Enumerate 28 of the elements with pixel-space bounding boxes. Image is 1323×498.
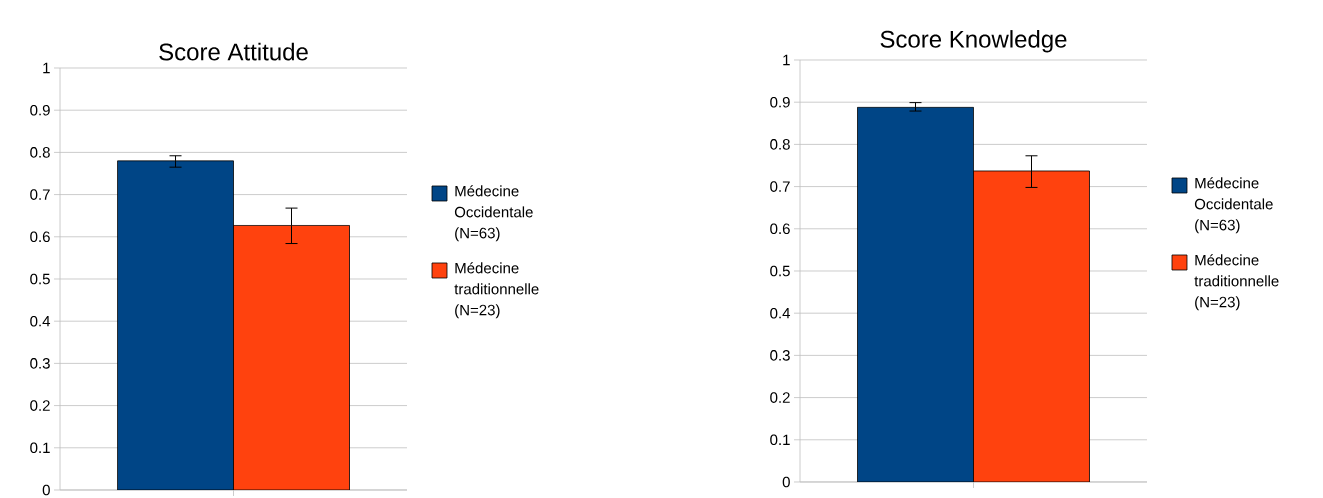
y-tick-label: 0.5 [30, 273, 50, 285]
legend-label: Médecine traditionnelle (N=23) [454, 262, 539, 319]
y-tick-label: 0 [42, 484, 50, 496]
y-tick-label: 0.9 [770, 96, 790, 108]
y-tick-label: 0.6 [770, 223, 790, 235]
y-tick-label: 0.2 [770, 392, 790, 403]
y-tick-label: 0 [782, 476, 790, 488]
y-tick-label: 0.4 [30, 315, 51, 327]
y-tick-label: 0.8 [30, 147, 50, 158]
y-tick-label: 1 [783, 54, 790, 66]
y-tick-label: 0.9 [30, 104, 50, 116]
y-tick-label: 1 [43, 62, 50, 74]
y-tick-label: 0.1 [30, 442, 50, 454]
y-tick-label: 0.3 [770, 350, 790, 361]
legend-label: Médecine Occidentale (N=63) [1194, 177, 1273, 234]
y-tick-label: 0.7 [770, 181, 790, 192]
chart-title: Score Attitude [159, 42, 308, 61]
y-tick-label: 0.2 [30, 400, 50, 411]
y-tick-label: 0.7 [30, 189, 50, 200]
y-tick-label: 0.1 [770, 434, 790, 446]
legend-label: Médecine Occidentale (N=63) [454, 185, 533, 242]
legend-label: Médecine traditionnelle (N=23) [1194, 254, 1279, 311]
y-tick-label: 0.5 [770, 265, 790, 277]
y-tick-label: 0.4 [770, 307, 791, 319]
y-tick-label: 0.3 [30, 358, 50, 369]
y-tick-label: 0.6 [30, 231, 50, 243]
chart-title: Score Knowledge [880, 30, 1067, 53]
y-tick-label: 0.8 [770, 139, 790, 150]
